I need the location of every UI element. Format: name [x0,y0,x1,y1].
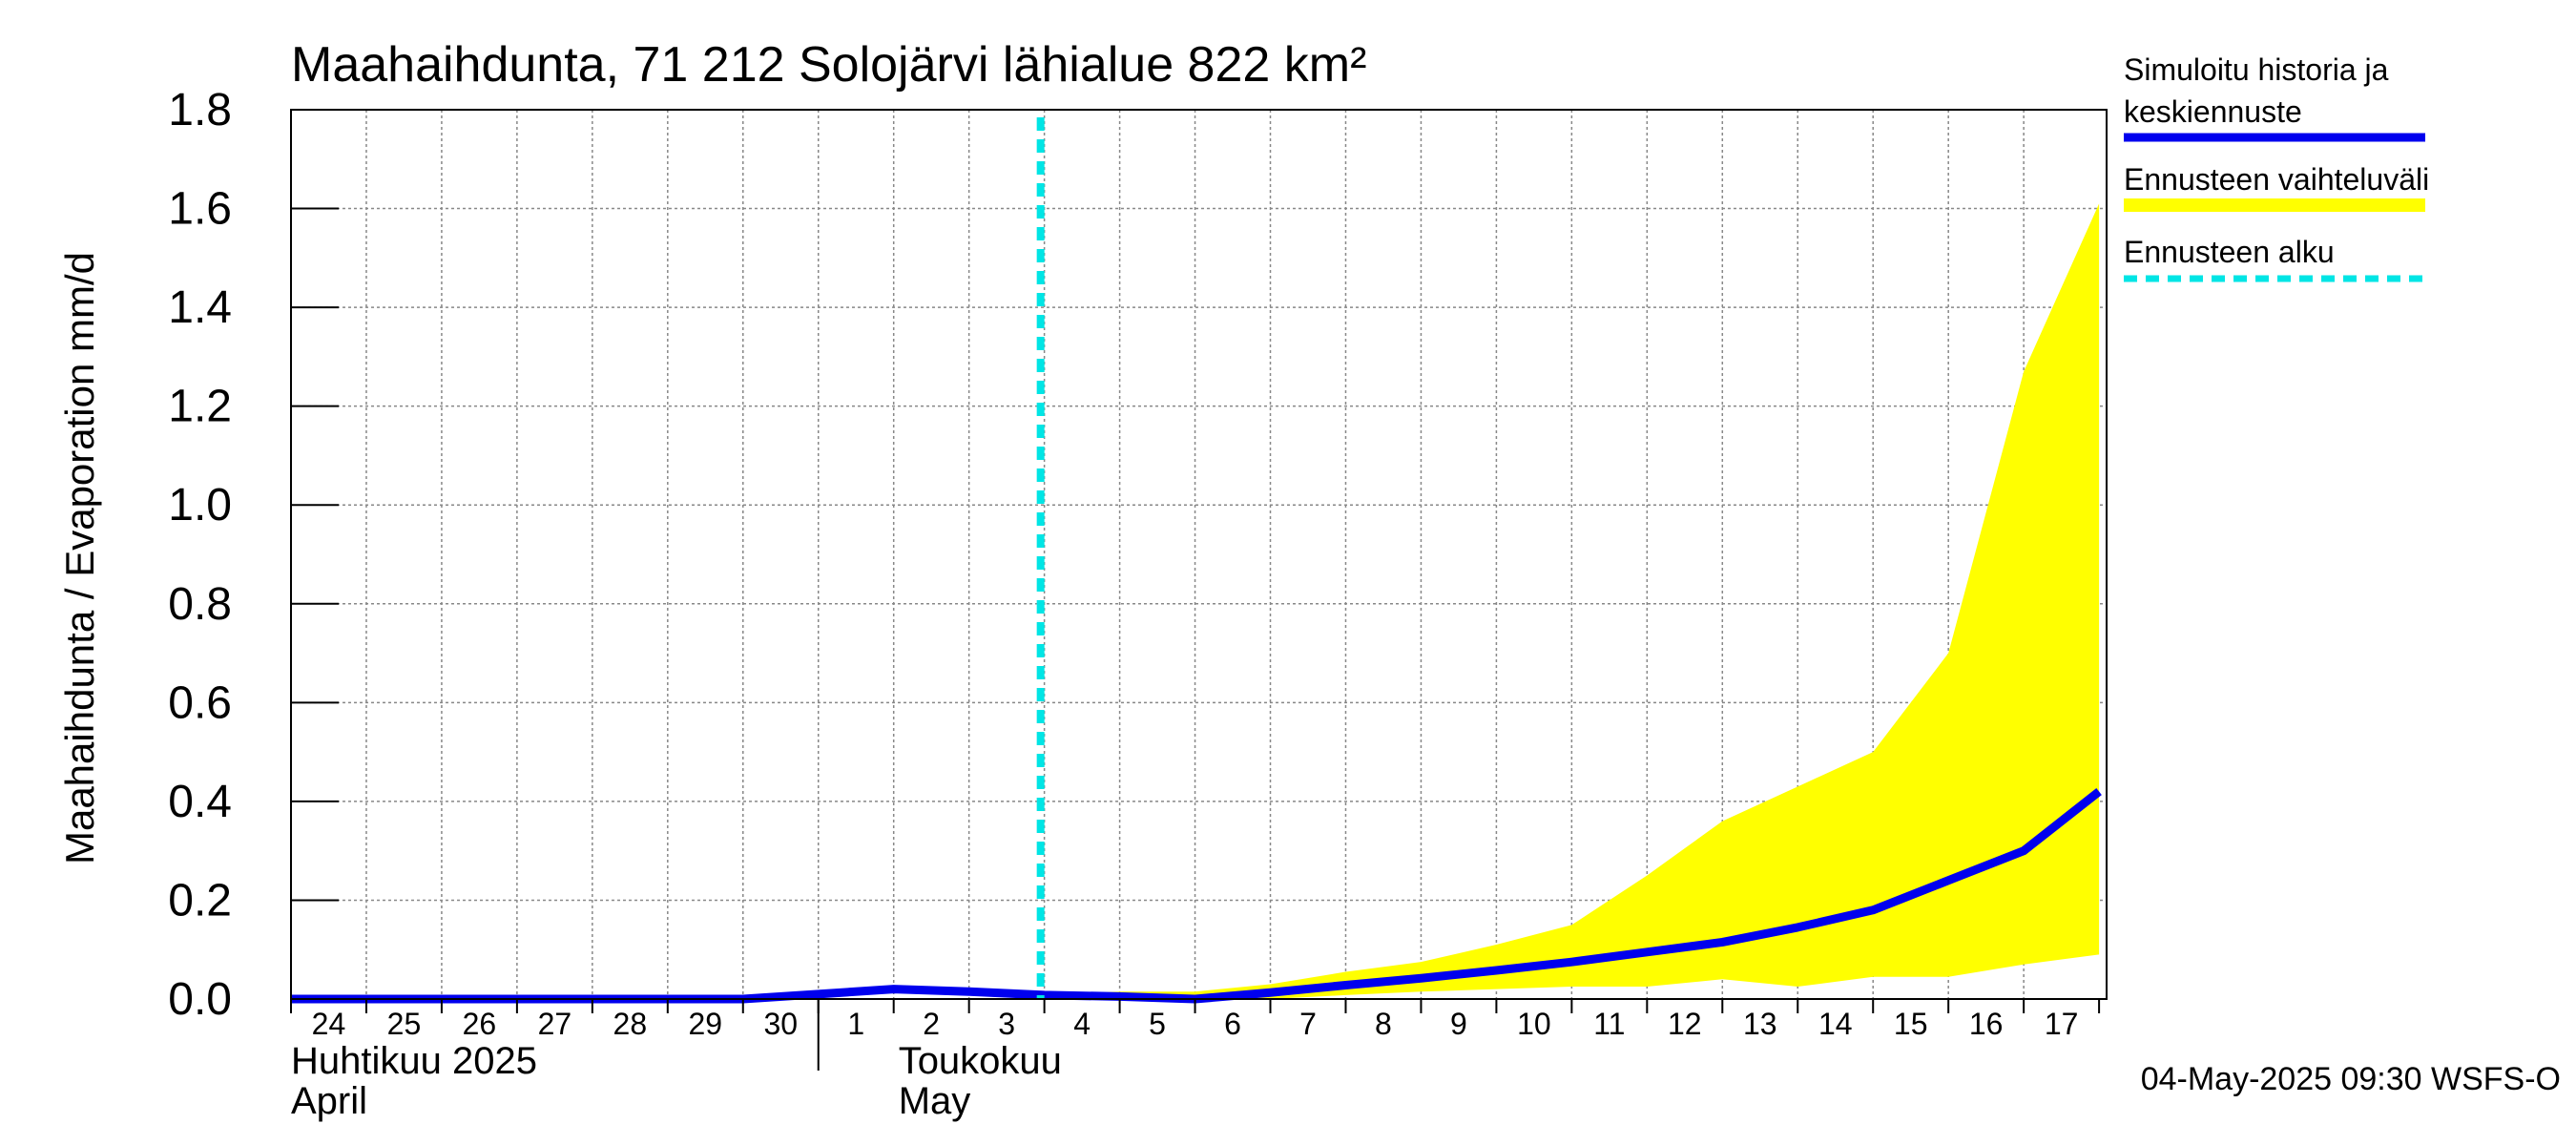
x-tick-label: 8 [1375,1007,1392,1041]
month-label-line1: Huhtikuu 2025 [291,1040,537,1082]
y-tick-label: 1.4 [168,282,232,333]
x-tick-label: 9 [1450,1007,1467,1041]
x-tick-label: 16 [1969,1007,2004,1041]
forecast-range-band-layer [1044,203,2100,999]
legend-swatch-range [2124,198,2425,212]
plot-frame [290,109,2108,1000]
month-label-line2: May [899,1080,971,1122]
x-tick-label: 15 [1894,1007,1928,1041]
y-tick-label: 0.4 [168,777,232,827]
y-axis-ticks: 0.0 0.2 0.4 0.6 0.8 1.0 1.2 1.4 1.6 1.8 [168,85,339,1025]
y-tick-label: 0.8 [168,579,232,630]
legend-label-mean: Simuloitu historia ja [2124,52,2389,87]
x-tick-label: 6 [1224,1007,1241,1041]
legend: Simuloitu historia ja keskiennuste Ennuste… [2124,52,2429,282]
x-tick-label: 7 [1299,1007,1317,1041]
x-tick-label: 17 [2045,1007,2079,1041]
legend-label-forecast-start: Ennusteen alku [2124,235,2335,269]
x-tick-label: 25 [387,1007,422,1041]
y-tick-label: 0.6 [168,677,232,728]
y-tick-label: 1.2 [168,382,232,432]
month-label-line2: April [291,1080,367,1122]
footer-timestamp: 04-May-2025 09:30 WSFS-O [2141,1061,2561,1097]
y-tick-label: 1.0 [168,480,232,531]
x-tick-label: 28 [613,1007,648,1041]
x-tick-label: 13 [1743,1007,1777,1041]
x-tick-label: 12 [1668,1007,1702,1041]
x-axis-ticks: 24 25 26 27 28 29 30 1 2 3 4 5 6 7 8 9 10 11 12 13 14 15 16 17 [290,999,2101,1041]
x-tick-label: 24 [312,1007,346,1041]
x-tick-label: 30 [763,1007,798,1041]
y-axis-label: Maahaihdunta / Evaporation mm/d [57,252,102,864]
forecast-range-band [1044,203,2100,999]
month-label-line1: Toukokuu [899,1040,1062,1082]
x-tick-label: 5 [1149,1007,1166,1041]
legend-label-range: Ennusteen vaihteluväli [2124,162,2429,197]
grid [291,109,2107,999]
y-tick-label: 1.8 [168,85,232,135]
x-tick-label: 2 [923,1007,940,1041]
legend-label-mean: keskiennuste [2124,94,2302,129]
x-tick-label: 1 [847,1007,864,1041]
y-tick-label: 0.0 [168,974,232,1025]
x-tick-label: 4 [1073,1007,1091,1041]
x-tick-label: 26 [463,1007,497,1041]
y-tick-label: 1.6 [168,184,232,235]
x-tick-label: 3 [998,1007,1015,1041]
x-tick-label: 14 [1818,1007,1853,1041]
x-tick-label: 29 [688,1007,722,1041]
x-tick-label: 27 [538,1007,572,1041]
x-tick-label: 10 [1517,1007,1551,1041]
y-tick-label: 0.2 [168,875,232,926]
x-tick-label: 11 [1593,1007,1625,1041]
chart-title: Maahaihdunta, 71 212 Solojärvi lähialue … [291,37,1366,93]
